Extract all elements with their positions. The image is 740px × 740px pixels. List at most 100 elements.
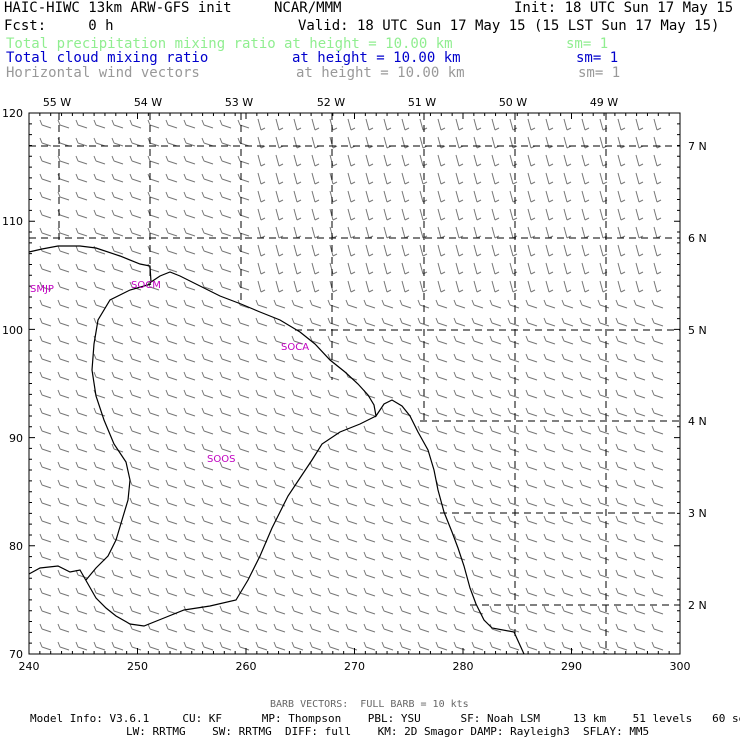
wind-barb <box>111 317 124 327</box>
wind-barb <box>525 335 538 345</box>
wind-barb <box>275 226 284 239</box>
wind-barb <box>363 641 376 651</box>
wind-barb <box>633 389 646 399</box>
wind-barb <box>579 641 592 651</box>
wind-barb <box>437 244 446 257</box>
wind-barb <box>309 461 322 471</box>
wind-barb <box>651 605 664 615</box>
wind-barb <box>383 172 392 185</box>
wind-barb <box>525 641 538 651</box>
wind-barb <box>453 353 466 363</box>
wind-barb <box>93 353 106 363</box>
wind-barb <box>579 335 592 345</box>
wind-barb <box>399 335 412 345</box>
wind-barb <box>455 208 464 221</box>
wind-barb <box>165 245 178 255</box>
wind-barb <box>291 389 304 399</box>
wind-barb <box>383 154 392 167</box>
wind-barb <box>473 118 482 131</box>
wind-barb <box>39 569 52 579</box>
wind-barb <box>561 551 574 561</box>
wind-barb <box>183 587 196 597</box>
wind-barb <box>147 497 160 507</box>
wind-barb <box>489 515 502 525</box>
wind-barb <box>651 443 664 453</box>
wind-barb <box>237 299 250 309</box>
wind-barb <box>455 118 464 131</box>
wind-barb <box>579 461 592 471</box>
wind-barb <box>327 587 340 597</box>
wind-barb <box>563 244 572 257</box>
wind-barb <box>129 353 142 363</box>
wind-barb <box>255 569 268 579</box>
wind-barb <box>615 317 628 327</box>
wind-barb <box>617 172 626 185</box>
wind-barb <box>471 371 484 381</box>
wind-barb <box>363 443 376 453</box>
wind-barb <box>111 479 124 489</box>
wind-barb <box>507 317 520 327</box>
wind-barb <box>39 533 52 543</box>
x-tick-label-260: 260 <box>236 660 257 673</box>
wind-barb <box>39 173 52 183</box>
wind-barb <box>93 641 106 651</box>
wind-barb <box>581 226 590 239</box>
wind-barb <box>219 569 232 579</box>
wind-barb <box>291 623 304 633</box>
wind-barb <box>293 172 302 185</box>
wind-barb <box>363 461 376 471</box>
wind-barb <box>525 587 538 597</box>
wind-barb <box>471 425 484 435</box>
wind-barb <box>39 335 52 345</box>
x-tick-label-300: 300 <box>670 660 691 673</box>
wind-barb <box>129 245 142 255</box>
wind-barb <box>219 587 232 597</box>
wind-barb <box>39 389 52 399</box>
wind-barb <box>327 389 340 399</box>
wind-barb <box>291 497 304 507</box>
wind-barb <box>417 497 430 507</box>
wind-barb <box>309 371 322 381</box>
wind-barb <box>455 244 464 257</box>
y-tick-label-90: 90 <box>9 432 23 445</box>
wind-barb <box>347 280 356 293</box>
wind-barb <box>273 587 286 597</box>
wind-barb <box>653 172 662 185</box>
wind-barb <box>255 461 268 471</box>
wind-barb <box>327 443 340 453</box>
wind-barb <box>129 551 142 561</box>
wind-barb <box>93 569 106 579</box>
wind-barb <box>401 280 410 293</box>
wind-barb <box>509 190 518 203</box>
wind-barb <box>327 353 340 363</box>
wind-barb <box>579 551 592 561</box>
wind-barb <box>183 461 196 471</box>
wind-barb <box>237 281 250 291</box>
wind-barb <box>273 317 286 327</box>
wind-barb <box>201 533 214 543</box>
wind-barb <box>399 371 412 381</box>
wind-barb <box>435 533 448 543</box>
wind-barb <box>363 569 376 579</box>
wind-barb <box>471 641 484 651</box>
wind-barb <box>489 551 502 561</box>
wind-barb <box>311 226 320 239</box>
y-tick-label-100: 100 <box>2 324 23 337</box>
wind-barb <box>39 353 52 363</box>
wind-barb <box>381 335 394 345</box>
wind-barb <box>327 479 340 489</box>
wind-barb <box>219 389 232 399</box>
wind-barb <box>633 353 646 363</box>
wind-barb <box>347 226 356 239</box>
wind-barb <box>345 299 358 309</box>
wind-barb <box>347 244 356 257</box>
wind-barb <box>471 353 484 363</box>
wind-barb <box>201 623 214 633</box>
wind-barb <box>57 191 70 201</box>
wind-barb <box>57 209 70 219</box>
wind-barb <box>635 208 644 221</box>
wind-barb <box>653 190 662 203</box>
wind-barb <box>453 623 466 633</box>
wind-barb <box>165 641 178 651</box>
wind-barb <box>599 208 608 221</box>
